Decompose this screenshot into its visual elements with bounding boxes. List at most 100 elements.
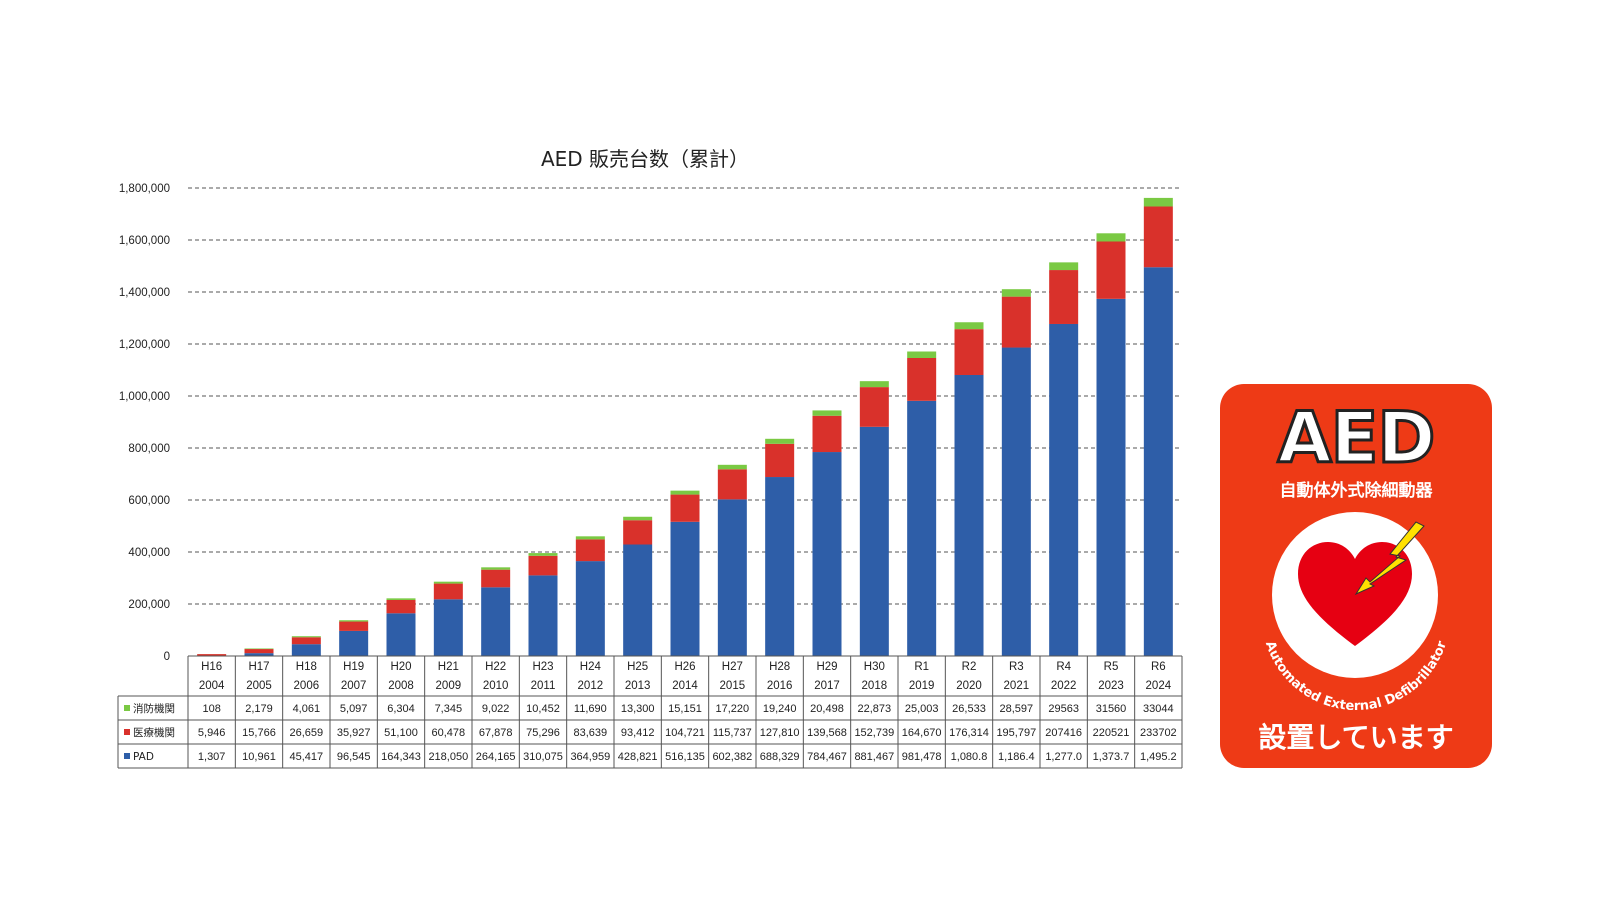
bar-segment xyxy=(386,599,416,614)
bar-segment xyxy=(575,536,605,540)
table-cell: 310,075 xyxy=(523,751,563,763)
table-cell: 264,165 xyxy=(476,751,516,763)
category-year: 2023 xyxy=(1098,680,1124,692)
bar-segment xyxy=(1096,298,1126,656)
table-cell: 1,080.8 xyxy=(951,751,988,763)
category-label: H21 xyxy=(438,661,459,673)
category-label: H25 xyxy=(627,661,648,673)
bar-segment xyxy=(1143,267,1173,656)
heart-icon xyxy=(1298,542,1412,646)
bar-segment xyxy=(528,575,558,656)
category-label: H20 xyxy=(390,661,411,673)
bar-segment xyxy=(291,644,321,656)
category-year: 2015 xyxy=(720,680,746,692)
bar-segment xyxy=(1049,270,1079,324)
bar-segment xyxy=(859,387,889,427)
bar-segment xyxy=(623,516,653,521)
y-tick-label: 600,000 xyxy=(128,495,170,507)
table-cell: 93,412 xyxy=(621,727,655,739)
bar-segment xyxy=(291,637,321,645)
installed-label: 設置しています xyxy=(1258,721,1454,754)
table-cell: 364,959 xyxy=(570,751,610,763)
bar-segment xyxy=(1049,323,1079,656)
bar-segment xyxy=(1001,347,1031,656)
bar-segment xyxy=(907,400,937,656)
table-cell: 881,467 xyxy=(854,751,894,763)
legend-label: 消防機関 xyxy=(133,702,175,715)
bar-segment xyxy=(1143,197,1173,207)
table-cell: 31560 xyxy=(1096,703,1127,715)
bar-segment xyxy=(670,494,700,522)
bar-segment xyxy=(859,426,889,656)
table-cell: 5,097 xyxy=(340,703,368,715)
svg-text:Automated External Defibrillat: Automated External Defibrillator xyxy=(1262,639,1450,714)
bar-segment xyxy=(954,322,984,330)
category-label: R6 xyxy=(1151,661,1166,673)
table-cell: 17,220 xyxy=(716,703,750,715)
y-tick-label: 0 xyxy=(164,651,170,663)
table-cell: 784,467 xyxy=(807,751,847,763)
bar-segment xyxy=(481,567,511,570)
category-year: 2017 xyxy=(814,680,840,692)
bar-segment xyxy=(433,581,463,584)
bar-segment xyxy=(1096,233,1126,242)
bar-segment xyxy=(1049,262,1079,271)
table-cell: 164,343 xyxy=(381,751,421,763)
table-cell: 67,878 xyxy=(479,727,513,739)
table-cell: 25,003 xyxy=(905,703,939,715)
table-cell: 164,670 xyxy=(902,727,942,739)
bar-segment xyxy=(717,499,747,656)
table-cell: 19,240 xyxy=(763,703,797,715)
table-cell: 15,151 xyxy=(668,703,702,715)
table-cell: 688,329 xyxy=(760,751,800,763)
table-cell: 75,296 xyxy=(526,727,560,739)
category-label: H28 xyxy=(769,661,790,673)
table-cell: 96,545 xyxy=(337,751,371,763)
table-cell: 28,597 xyxy=(1000,703,1034,715)
bar-segment xyxy=(291,636,321,638)
bar-segment xyxy=(575,539,605,562)
bar-segment xyxy=(670,521,700,656)
category-label: H22 xyxy=(485,661,506,673)
table-cell: 83,639 xyxy=(574,727,608,739)
table-cell: 26,659 xyxy=(290,727,324,739)
category-label: H27 xyxy=(722,661,743,673)
table-cell: 20,498 xyxy=(810,703,844,715)
bar-segment xyxy=(623,544,653,656)
table-cell: 4,061 xyxy=(293,703,321,715)
bar-segment xyxy=(812,415,842,453)
table-cell: 51,100 xyxy=(384,727,418,739)
table-cell: 33044 xyxy=(1143,703,1174,715)
table-cell: 9,022 xyxy=(482,703,510,715)
table-cell: 108 xyxy=(202,703,220,715)
category-label: H24 xyxy=(580,661,602,673)
category-year: 2014 xyxy=(672,680,698,692)
category-year: 2024 xyxy=(1146,680,1172,692)
table-cell: 428,821 xyxy=(618,751,658,763)
table-cell: 60,478 xyxy=(432,727,466,739)
table-cell: 35,927 xyxy=(337,727,371,739)
category-year: 2022 xyxy=(1051,680,1077,692)
chart-title: AED 販売台数（累計） xyxy=(541,147,749,171)
table-cell: 1,373.7 xyxy=(1093,751,1130,763)
category-label: H26 xyxy=(674,661,695,673)
category-year: 2020 xyxy=(956,680,982,692)
table-cell: 26,533 xyxy=(952,703,986,715)
category-label: H29 xyxy=(816,661,837,673)
bar-segment xyxy=(812,410,842,416)
legend-swatch xyxy=(124,729,130,735)
category-year: 2019 xyxy=(909,680,935,692)
bar-segment xyxy=(528,555,558,576)
category-year: 2012 xyxy=(578,680,604,692)
table-cell: 195,797 xyxy=(996,727,1036,739)
category-label: R2 xyxy=(962,661,977,673)
data-table: H16 2004 H17 2005 H18 2006 H19 2007 H20 2008 H21 20… xyxy=(117,655,1183,769)
category-year: 2007 xyxy=(341,680,367,692)
bars xyxy=(197,197,1173,656)
table-cell: 2,179 xyxy=(245,703,273,715)
table-cell: 220521 xyxy=(1093,727,1130,739)
bar-segment xyxy=(339,621,369,631)
table-cell: 981,478 xyxy=(902,751,942,763)
bar-segment xyxy=(812,452,842,656)
category-year: 2004 xyxy=(199,680,225,692)
